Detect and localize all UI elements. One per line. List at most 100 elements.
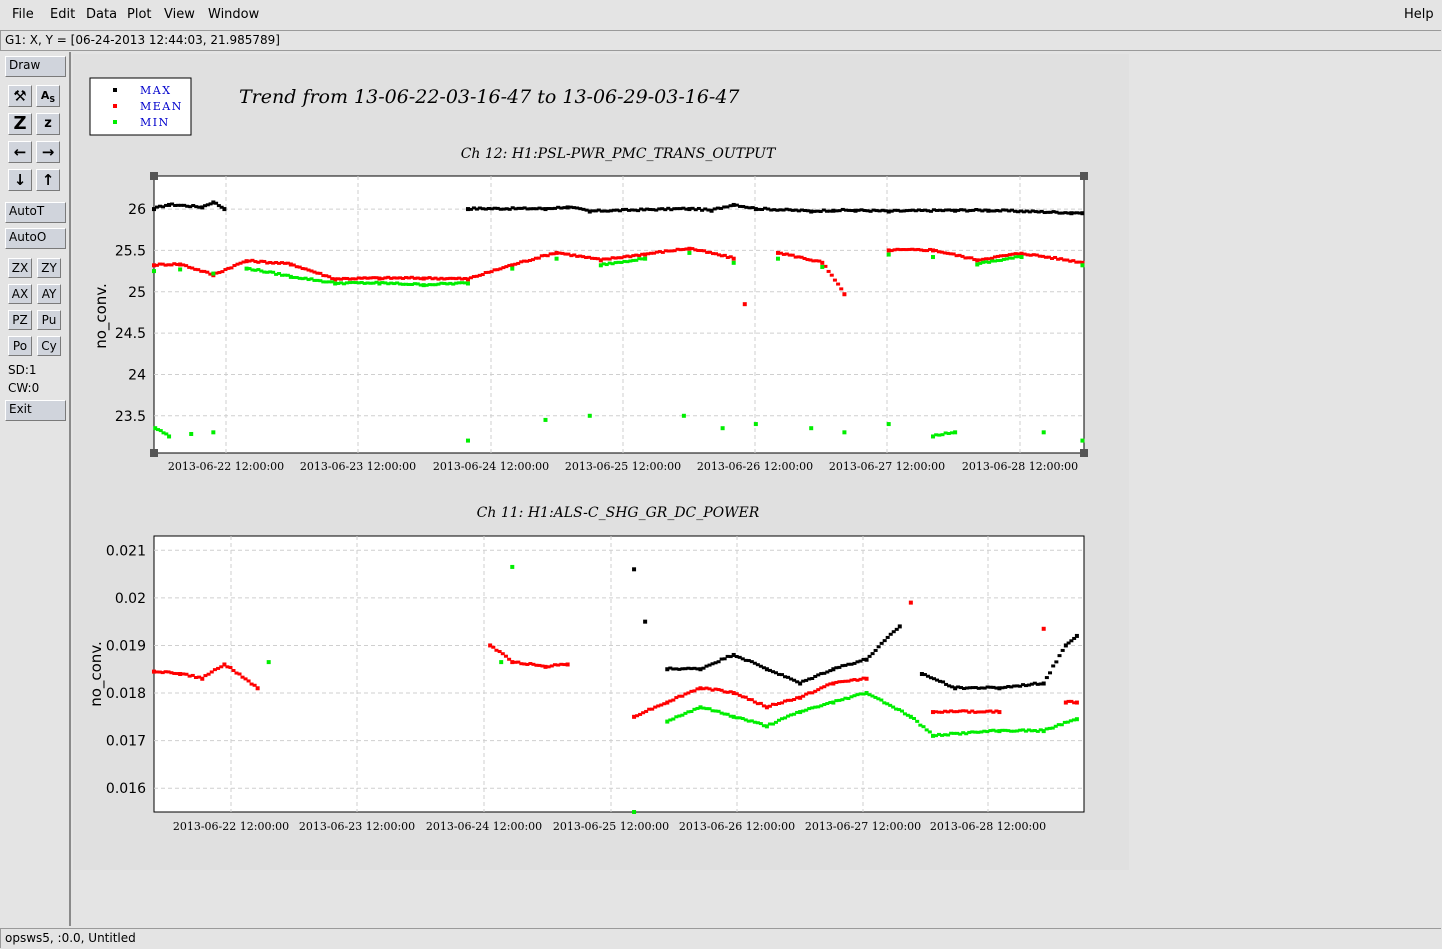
pz-button[interactable]: PZ [8, 310, 32, 330]
chart2-point-max [961, 687, 966, 691]
zoom-tool-icon[interactable]: ⚒ [8, 85, 32, 107]
zy-button[interactable]: ZY [37, 258, 61, 278]
chart1-point-max [549, 207, 554, 211]
pan-up-icon[interactable]: ↑ [36, 169, 60, 191]
pan-down-icon[interactable]: ↓ [8, 169, 32, 191]
chart2-point-max [1006, 684, 1011, 688]
menu-help[interactable]: Help [1404, 7, 1434, 22]
chart2-point-min [958, 732, 963, 736]
chart1-point-mean [277, 261, 282, 265]
draw-button[interactable]: Draw [5, 56, 66, 77]
chart2-point-max [731, 652, 736, 657]
chart1-point-max [719, 206, 724, 210]
chart1-handle-bl[interactable] [150, 449, 158, 457]
chart2-point-max [755, 663, 760, 667]
chart2-point-min [776, 718, 781, 722]
chart1-point-max [747, 206, 752, 210]
chart1-point-mean [241, 260, 246, 264]
ax-button[interactable]: AX [8, 284, 32, 304]
chart1-point-min [389, 281, 394, 285]
chart1-point-mean [330, 277, 335, 281]
chart1-handle-br[interactable] [1080, 449, 1088, 457]
chart1-point-mean [811, 259, 816, 263]
chart1-point-min [681, 413, 686, 418]
chart2-point-min [510, 564, 515, 569]
menu-file[interactable]: File [12, 7, 34, 22]
pan-left-icon[interactable]: ← [8, 141, 32, 163]
chart1-point-min [445, 282, 450, 286]
chart1-point-mean [525, 259, 530, 263]
chart1-point-mean [226, 266, 231, 270]
auto-o-button[interactable]: AutoO [5, 228, 66, 249]
chart2-point-mean [843, 679, 848, 683]
chart1-point-min [294, 276, 299, 280]
chart2-point-mean [849, 678, 854, 682]
plot-canvas[interactable]: MAX MEAN MIN Trend from 13-06-22-03-16-4… [73, 54, 1129, 870]
chart1-point-min [622, 259, 627, 263]
menu-data[interactable]: Data [86, 7, 118, 22]
plot-svg[interactable]: MAX MEAN MIN Trend from 13-06-22-03-16-4… [73, 54, 1129, 870]
autoscale-icon[interactable]: AS [36, 85, 60, 107]
chart2-point-min [973, 730, 978, 734]
chart2-point-max [1054, 660, 1059, 664]
chart2-point-mean [831, 681, 836, 686]
chart1-point-mean [193, 267, 198, 271]
chart1-handle-tl[interactable] [150, 172, 158, 180]
chart1-point-max [552, 206, 557, 210]
chart1-point-max [883, 209, 888, 213]
chart1-point-max [889, 209, 894, 213]
coordinate-readout-bar: G1: X, Y = [06-24-2013 12:44:03, 21.9857… [0, 30, 1441, 51]
zoom-in-icon[interactable]: Z [8, 113, 32, 135]
chart1-point-mean [984, 257, 989, 261]
chart1-point-mean [477, 273, 482, 277]
chart2-point-max [982, 686, 987, 690]
chart2-point-mean [677, 694, 682, 698]
chart1-point-min [940, 433, 945, 437]
chart1-point-max [1007, 209, 1012, 213]
chart1-point-mean [775, 250, 780, 255]
exit-button[interactable]: Exit [5, 400, 66, 421]
chart2-point-max [671, 667, 676, 671]
chart2-point-mean [559, 662, 564, 666]
zoom-out-icon[interactable]: z [36, 113, 60, 135]
menu-window[interactable]: Window [208, 7, 260, 22]
chart1-point-max [602, 209, 607, 213]
pu-button[interactable]: Pu [37, 310, 61, 330]
chart1-point-max [837, 209, 842, 213]
chart1-point-max [1057, 211, 1062, 215]
chart2-xtick-label: 2013-06-27 12:00:00 [805, 820, 921, 833]
chart2-point-max [761, 666, 766, 670]
menu-plot[interactable]: Plot [127, 7, 152, 22]
chart1-point-mean [516, 261, 521, 265]
chart1-point-min [398, 282, 403, 286]
chart2-point-mean [825, 683, 830, 687]
chart2-point-min [828, 700, 833, 704]
chart2-point-mean [710, 688, 715, 692]
chart2-point-max [858, 659, 863, 663]
po-button[interactable]: Po [8, 336, 32, 356]
chart1-point-mean [666, 249, 671, 253]
chart2-point-max [953, 686, 958, 691]
chart2-point-mean [783, 699, 788, 703]
chart2-point-mean [507, 657, 512, 661]
chart1-point-min [886, 422, 891, 427]
menu-edit[interactable]: Edit [50, 7, 76, 22]
chart2-point-max [1000, 686, 1005, 690]
auto-t-button[interactable]: AutoT [5, 202, 66, 223]
chart2-point-mean [952, 710, 957, 714]
chart1-point-mean [705, 250, 710, 254]
menu-view[interactable]: View [164, 7, 195, 22]
chart2-point-mean [252, 683, 257, 687]
cy-button[interactable]: Cy [37, 336, 61, 356]
chart1-handle-tr[interactable] [1080, 172, 1088, 180]
chart1-frame[interactable] [153, 175, 1085, 454]
zx-button[interactable]: ZX [8, 258, 32, 278]
ay-button[interactable]: AY [37, 284, 61, 304]
chart1-point-mean [1065, 258, 1070, 262]
chart1-point-min [406, 282, 411, 286]
chart2-frame[interactable] [153, 535, 1085, 813]
chart2-point-min [952, 731, 957, 735]
pan-right-icon[interactable]: → [36, 141, 60, 163]
chart2-point-mean [940, 710, 945, 714]
chart1-point-max [847, 208, 852, 212]
